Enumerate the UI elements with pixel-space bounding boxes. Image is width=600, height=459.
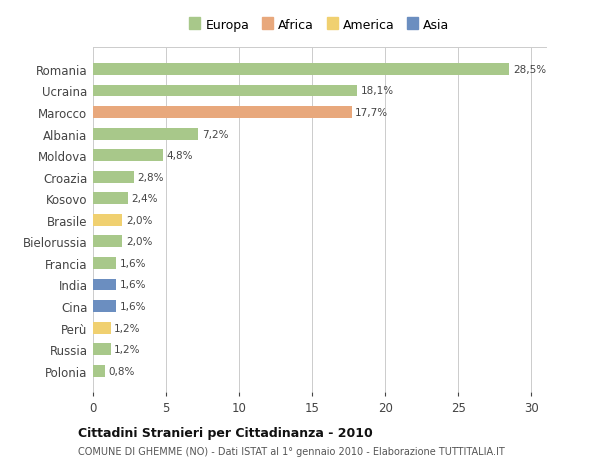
Bar (93, 129, 198, 140)
Text: 17,7%: 17,7% (355, 108, 388, 118)
Text: Cittadini Stranieri per Cittadinanza - 2010: Cittadini Stranieri per Cittadinanza - 2… (78, 426, 373, 439)
Text: 1,6%: 1,6% (120, 302, 146, 311)
Text: 2,8%: 2,8% (137, 172, 164, 182)
Text: 2,4%: 2,4% (132, 194, 158, 204)
Bar (93, 343, 110, 355)
Text: 0,8%: 0,8% (109, 366, 135, 376)
Bar (93, 236, 122, 248)
Text: 1,6%: 1,6% (120, 258, 146, 269)
Text: 2,0%: 2,0% (126, 237, 152, 247)
Bar (93, 107, 352, 119)
Bar (93, 301, 116, 312)
Bar (93, 150, 163, 162)
Text: 2,0%: 2,0% (126, 215, 152, 225)
Text: 28,5%: 28,5% (513, 65, 546, 75)
Text: 4,8%: 4,8% (167, 151, 193, 161)
Bar (93, 85, 358, 97)
Text: 1,2%: 1,2% (114, 323, 140, 333)
Text: COMUNE DI GHEMME (NO) - Dati ISTAT al 1° gennaio 2010 - Elaborazione TUTTITALIA.: COMUNE DI GHEMME (NO) - Dati ISTAT al 1°… (78, 446, 505, 456)
Bar (93, 365, 104, 377)
Bar (93, 193, 128, 205)
Bar (93, 257, 116, 269)
Bar (93, 171, 134, 183)
Text: 1,6%: 1,6% (120, 280, 146, 290)
Bar (93, 279, 116, 291)
Bar (93, 322, 110, 334)
Bar (93, 214, 122, 226)
Text: 7,2%: 7,2% (202, 129, 229, 139)
Text: 1,2%: 1,2% (114, 344, 140, 354)
Legend: Europa, Africa, America, Asia: Europa, Africa, America, Asia (187, 17, 452, 34)
Bar (93, 64, 509, 76)
Text: 18,1%: 18,1% (361, 86, 394, 96)
